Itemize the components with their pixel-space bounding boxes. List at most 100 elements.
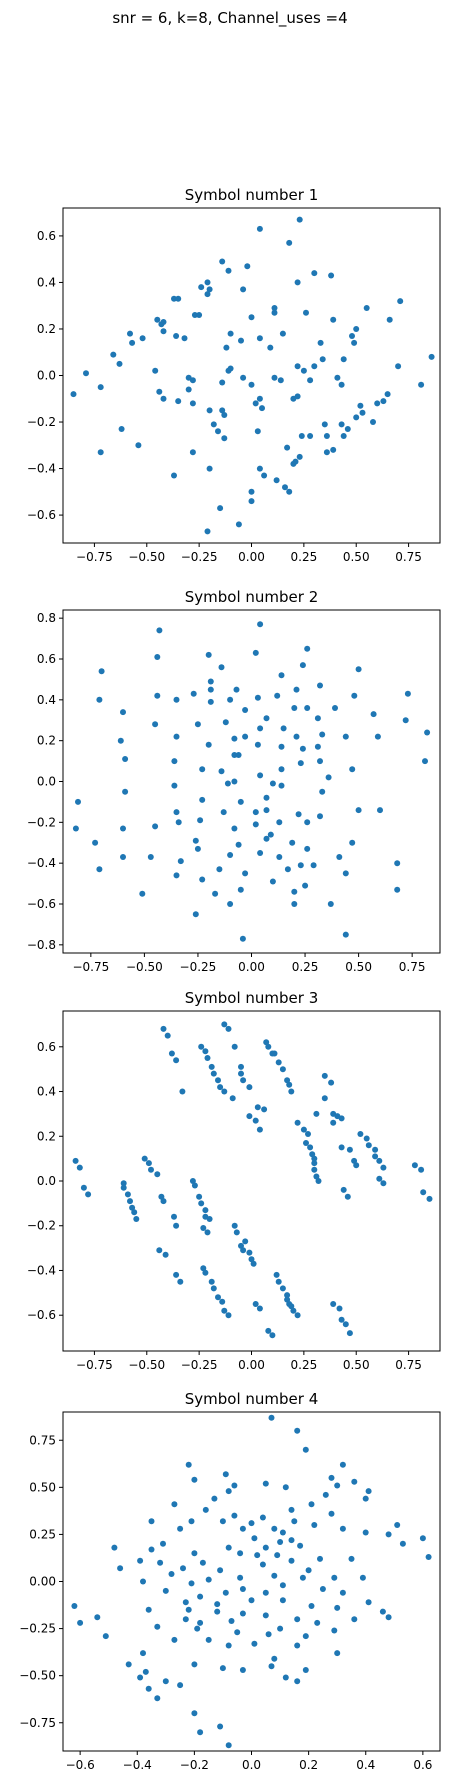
scatter-point <box>319 356 326 363</box>
scatter-point <box>204 1055 211 1061</box>
scatter-point <box>222 1471 229 1478</box>
scatter-point <box>273 1271 280 1278</box>
scatter-point <box>267 344 274 351</box>
scatter-point <box>311 1155 318 1162</box>
scatter-point <box>219 258 226 265</box>
scatter-panel-2: Symbol number 2 −0.75 −0.50 −0.25 0.00 0.25 0.… <box>27 588 441 974</box>
scatter-point <box>291 888 298 895</box>
y-tick-label: −0.4 <box>27 1263 56 1277</box>
scatter-point <box>294 1119 301 1126</box>
scatter-point <box>426 1195 433 1202</box>
scatter-point <box>314 715 321 722</box>
scatter-point <box>370 711 377 718</box>
scatter-point <box>284 1292 291 1299</box>
scatter-point <box>156 1247 163 1254</box>
scatter-points <box>72 621 431 942</box>
scatter-point <box>244 263 251 270</box>
scatter-point <box>164 1032 171 1039</box>
x-tick-label: 0.0 <box>242 1758 261 1772</box>
scatter-point <box>362 1529 369 1536</box>
scatter-point <box>305 1131 311 1137</box>
scatter-point <box>394 1522 401 1528</box>
y-tick-label: 0.6 <box>37 229 56 243</box>
scatter-point <box>397 298 404 305</box>
x-tick-label: −0.25 <box>181 1358 218 1372</box>
scatter-point <box>271 305 278 311</box>
scatter-point <box>308 1603 315 1609</box>
scatter-point <box>304 845 311 852</box>
scatter-point <box>177 858 184 865</box>
scatter-point <box>205 651 212 658</box>
scatter-point <box>204 1229 211 1236</box>
scatter-point <box>248 1256 255 1263</box>
scatter-point <box>116 360 123 367</box>
x-tick-label: −0.75 <box>76 550 113 564</box>
scatter-point <box>319 1586 326 1592</box>
scatter-point <box>363 305 370 311</box>
scatter-point <box>246 1249 253 1256</box>
scatter-point <box>202 1506 209 1513</box>
scatter-point <box>394 860 401 867</box>
scatter-point <box>339 1525 346 1532</box>
scatter-point <box>217 1084 224 1091</box>
scatter-point <box>331 1574 338 1581</box>
scatter-point <box>152 367 159 374</box>
scatter-point <box>208 1063 215 1070</box>
scatter-point <box>199 796 206 803</box>
x-tick-label: −0.4 <box>123 1758 152 1772</box>
scatter-point <box>154 654 161 660</box>
scatter-point <box>221 1088 228 1095</box>
scatter-point <box>256 465 263 472</box>
scatter-point <box>280 725 287 732</box>
scatter-point <box>339 1589 346 1596</box>
scatter-point <box>227 901 234 907</box>
scatter-point <box>419 1535 426 1542</box>
scatter-point <box>278 766 285 773</box>
scatter-point <box>204 528 211 535</box>
scatter-point <box>319 731 326 738</box>
scatter-point <box>224 780 231 787</box>
scatter-point <box>248 488 255 495</box>
scatter-point <box>399 1540 406 1547</box>
scatter-point <box>239 1586 246 1592</box>
scatter-point <box>199 766 206 773</box>
y-tick-label: 0.4 <box>37 1085 56 1099</box>
scatter-point <box>214 1601 221 1608</box>
scatter-point <box>319 788 326 795</box>
scatter-point <box>254 741 261 748</box>
x-tick-label: 0.6 <box>413 1758 432 1772</box>
scatter-point <box>127 330 133 337</box>
scatter-point <box>269 1050 276 1057</box>
scatter-panel-4: Symbol number 4 −0.6 −0.4 −0.2 0.0 0.2 0.4 0.6 −… <box>19 1390 441 1772</box>
scatter-point <box>238 1070 244 1077</box>
scatter-point <box>171 1636 178 1643</box>
scatter-point <box>251 1640 258 1647</box>
x-tick-label: 0.25 <box>291 550 318 564</box>
scatter-point <box>120 854 126 860</box>
x-tick-label: −0.75 <box>76 1358 113 1372</box>
scatter-point <box>294 1616 301 1623</box>
panel-title: Symbol number 1 <box>185 186 319 204</box>
scatter-point <box>338 1115 345 1122</box>
scatter-point <box>294 1312 301 1319</box>
scatter-point <box>349 839 356 846</box>
scatter-point <box>242 733 249 740</box>
scatter-point <box>263 794 270 801</box>
x-tick-label: 0.2 <box>299 1758 318 1772</box>
y-tick-label: −0.2 <box>27 815 56 829</box>
scatter-point <box>152 721 159 728</box>
scatter-point <box>122 788 129 795</box>
y-tick-label: 0.0 <box>37 775 56 789</box>
scatter-point <box>248 314 255 321</box>
scatter-point <box>271 1572 278 1579</box>
scatter-point <box>111 1544 118 1551</box>
scatter-point <box>198 1043 205 1050</box>
scatter-point <box>268 1663 275 1670</box>
scatter-point <box>202 1207 209 1214</box>
scatter-point <box>162 1587 169 1594</box>
scatter-point <box>256 395 263 402</box>
scatter-point <box>279 1529 286 1536</box>
scatter-point <box>198 1200 205 1207</box>
scatter-point <box>313 1173 320 1180</box>
scatter-point <box>290 1307 297 1314</box>
